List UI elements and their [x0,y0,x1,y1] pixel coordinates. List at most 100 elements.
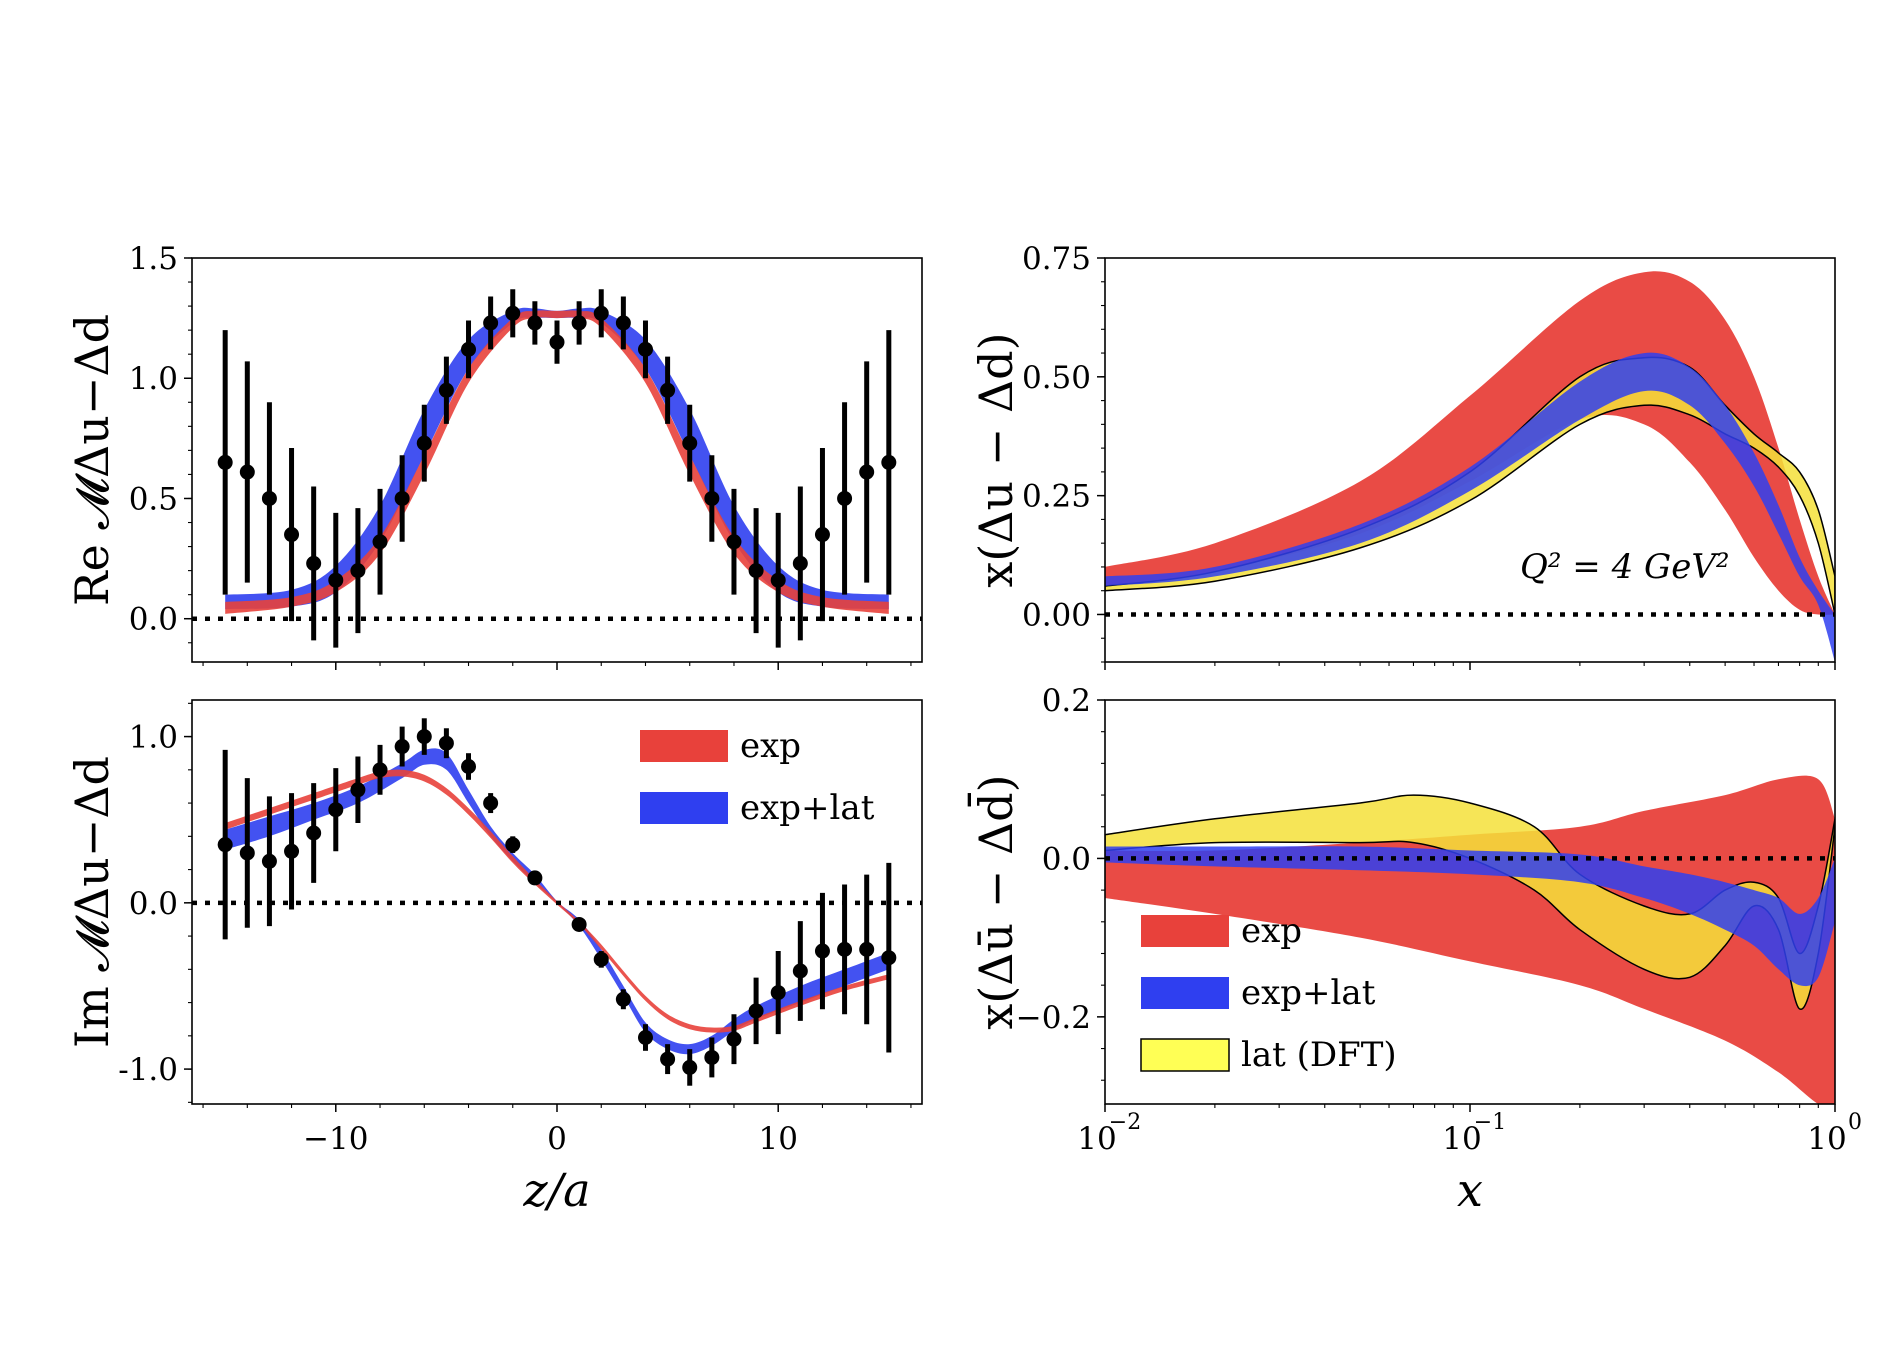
legend-swatch [1141,977,1229,1009]
data-point [859,464,875,480]
x-tick-label: 0 [547,1121,567,1157]
data-point [239,845,255,861]
data-point [814,943,830,959]
data-point [726,534,742,550]
plot-area [1105,775,1835,1104]
data-point [438,382,454,398]
panel-x-delta-ubar-minus-delta-dbar: −0.20.00.210−2 10−1 10 0x(Δū − Δd̄)xexpexp+… [966,683,1862,1217]
data-point [527,315,543,331]
data-point [571,315,587,331]
data-point [328,572,344,588]
plot-area [192,718,922,1086]
x-tick-label: −10 [303,1121,368,1157]
panel-re-matrix-element: 0.0 0.5 1.0 1.5 Re 𝓜Δu−Δd [65,241,923,670]
legend-label: exp+lat [740,788,875,828]
data-points [217,289,897,648]
data-point [748,1003,764,1019]
data-point [261,490,277,506]
x-tick-label: 10 [1442,1121,1481,1157]
y-tick-label: 0.75 [1022,241,1091,277]
data-point [438,735,454,751]
plot-area [192,289,922,648]
x-tick-label: 10 [758,1121,797,1157]
data-point [682,1059,698,1075]
data-point [637,341,653,357]
data-point [792,555,808,571]
data-point [549,334,565,350]
data-point [704,1049,720,1065]
legend-label: exp+lat [1241,973,1376,1013]
data-point [461,759,477,775]
data-point [217,454,233,470]
x-tick-exponent: −1 [1474,1110,1506,1135]
y-tick-label: 0.0 [129,886,178,922]
y-axis-label: x(Δu − Δd) [969,332,1023,587]
y-tick-label: -1.0 [118,1052,178,1088]
y-tick-label: 0.0 [1042,841,1091,877]
data-point [660,1051,676,1067]
y-tick-label: 0.5 [129,481,178,517]
legend: exp exp+lat lat (DFT) [1140,911,1397,1075]
data-point [416,729,432,745]
data-point [239,464,255,480]
y-tick-label: 0.2 [1042,683,1091,719]
data-point [394,490,410,506]
y-tick-label: 0.50 [1022,360,1091,396]
legend-label: exp [740,726,801,766]
data-point [350,782,366,798]
legend-swatch [640,730,728,762]
y-tick-label: 0.25 [1022,479,1091,515]
data-point [483,795,499,811]
legend-swatch [1140,1038,1230,1072]
y-tick-label: −0.2 [1016,1000,1091,1036]
data-point [837,941,853,957]
y-tick-label: 1.0 [129,361,178,397]
data-point [306,555,322,571]
data-point [726,1031,742,1047]
legend-swatch [640,792,728,824]
data-point [571,916,587,932]
y-tick-label: 0.00 [1022,597,1091,633]
data-point [461,341,477,357]
data-point [416,435,432,451]
data-point [770,572,786,588]
y-tick-label: 0.0 [129,602,178,638]
data-point [593,951,609,967]
data-point [261,853,277,869]
data-point [615,315,631,331]
x-axis-label: z/a [522,1163,590,1217]
data-point [660,382,676,398]
data-points [217,718,897,1086]
x-tick-label: 10 [1077,1121,1116,1157]
data-point [284,527,300,543]
data-point [615,991,631,1007]
data-point [704,490,720,506]
data-point [505,837,521,853]
legend: exp exp+lat [640,726,875,828]
data-point [814,527,830,543]
y-axis-label: Re 𝓜Δu−Δd [65,314,119,606]
data-point [527,870,543,886]
data-point [483,315,499,331]
data-point [593,305,609,321]
data-point [748,563,764,579]
y-tick-label: 1.5 [129,241,178,277]
data-point [682,435,698,451]
panel-im-matrix-element: -1.0 0.0 1.0 −10 0 10 Im 𝓜Δu−Δd z/a exp exp+lat [65,699,923,1217]
plot-area [1105,271,1835,662]
data-point [284,843,300,859]
legend-label: exp [1241,911,1302,951]
panel-x-delta-u-minus-delta-d: 0.00 0.25 0.50 0.75 x(Δu − Δd) Q² = 4 GeV² [969,241,1836,670]
data-point [881,950,897,966]
data-point [372,534,388,550]
x-axis-label: x [1457,1163,1483,1217]
x-tick-exponent: 0 [1848,1110,1862,1135]
data-point [637,1029,653,1045]
band-exp+lat [1105,846,1835,987]
data-point [306,825,322,841]
data-point [770,985,786,1001]
data-point [394,739,410,755]
legend-label: lat (DFT) [1241,1035,1397,1075]
y-tick-label: 1.0 [129,720,178,756]
